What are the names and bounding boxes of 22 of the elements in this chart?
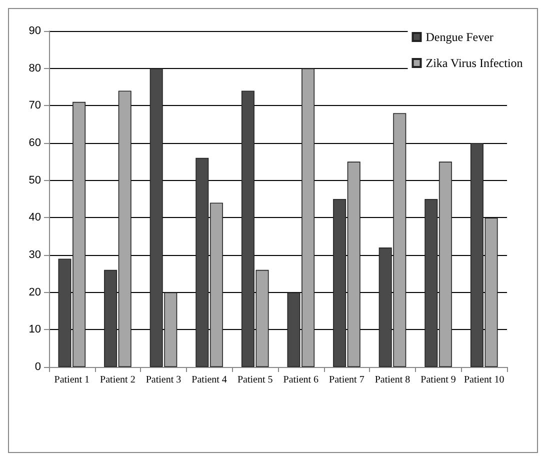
y-tick-label: 50 — [28, 174, 41, 186]
x-tick-label: Patient 8 — [374, 374, 410, 386]
x-tick-label: Patient 1 — [54, 374, 90, 386]
y-tick-label: 90 — [28, 25, 41, 37]
x-tick-label: Patient 4 — [192, 374, 227, 386]
legend-label: Zika Virus Infection — [426, 56, 523, 70]
y-tick-label: 80 — [28, 62, 41, 74]
y-tick-label: 10 — [28, 324, 41, 336]
y-tick-label: 70 — [28, 100, 41, 112]
y-tick-label: 60 — [28, 137, 41, 149]
x-tick-label: Patient 3 — [146, 374, 182, 386]
x-tick-label: Patient 10 — [464, 374, 504, 386]
x-tick-label: Patient 6 — [283, 374, 319, 386]
x-tick-label: Patient 2 — [100, 374, 136, 386]
legend-label: Dengue Fever — [426, 30, 494, 44]
x-tick-label: Patient 5 — [237, 374, 273, 386]
y-tick-label: 20 — [28, 286, 41, 298]
y-tick-label: 0 — [34, 361, 41, 373]
y-tick-label: 30 — [28, 249, 41, 261]
x-tick-label: Patient 7 — [329, 374, 364, 386]
x-tick-label: Patient 9 — [420, 374, 456, 386]
y-tick-label: 40 — [28, 212, 41, 224]
